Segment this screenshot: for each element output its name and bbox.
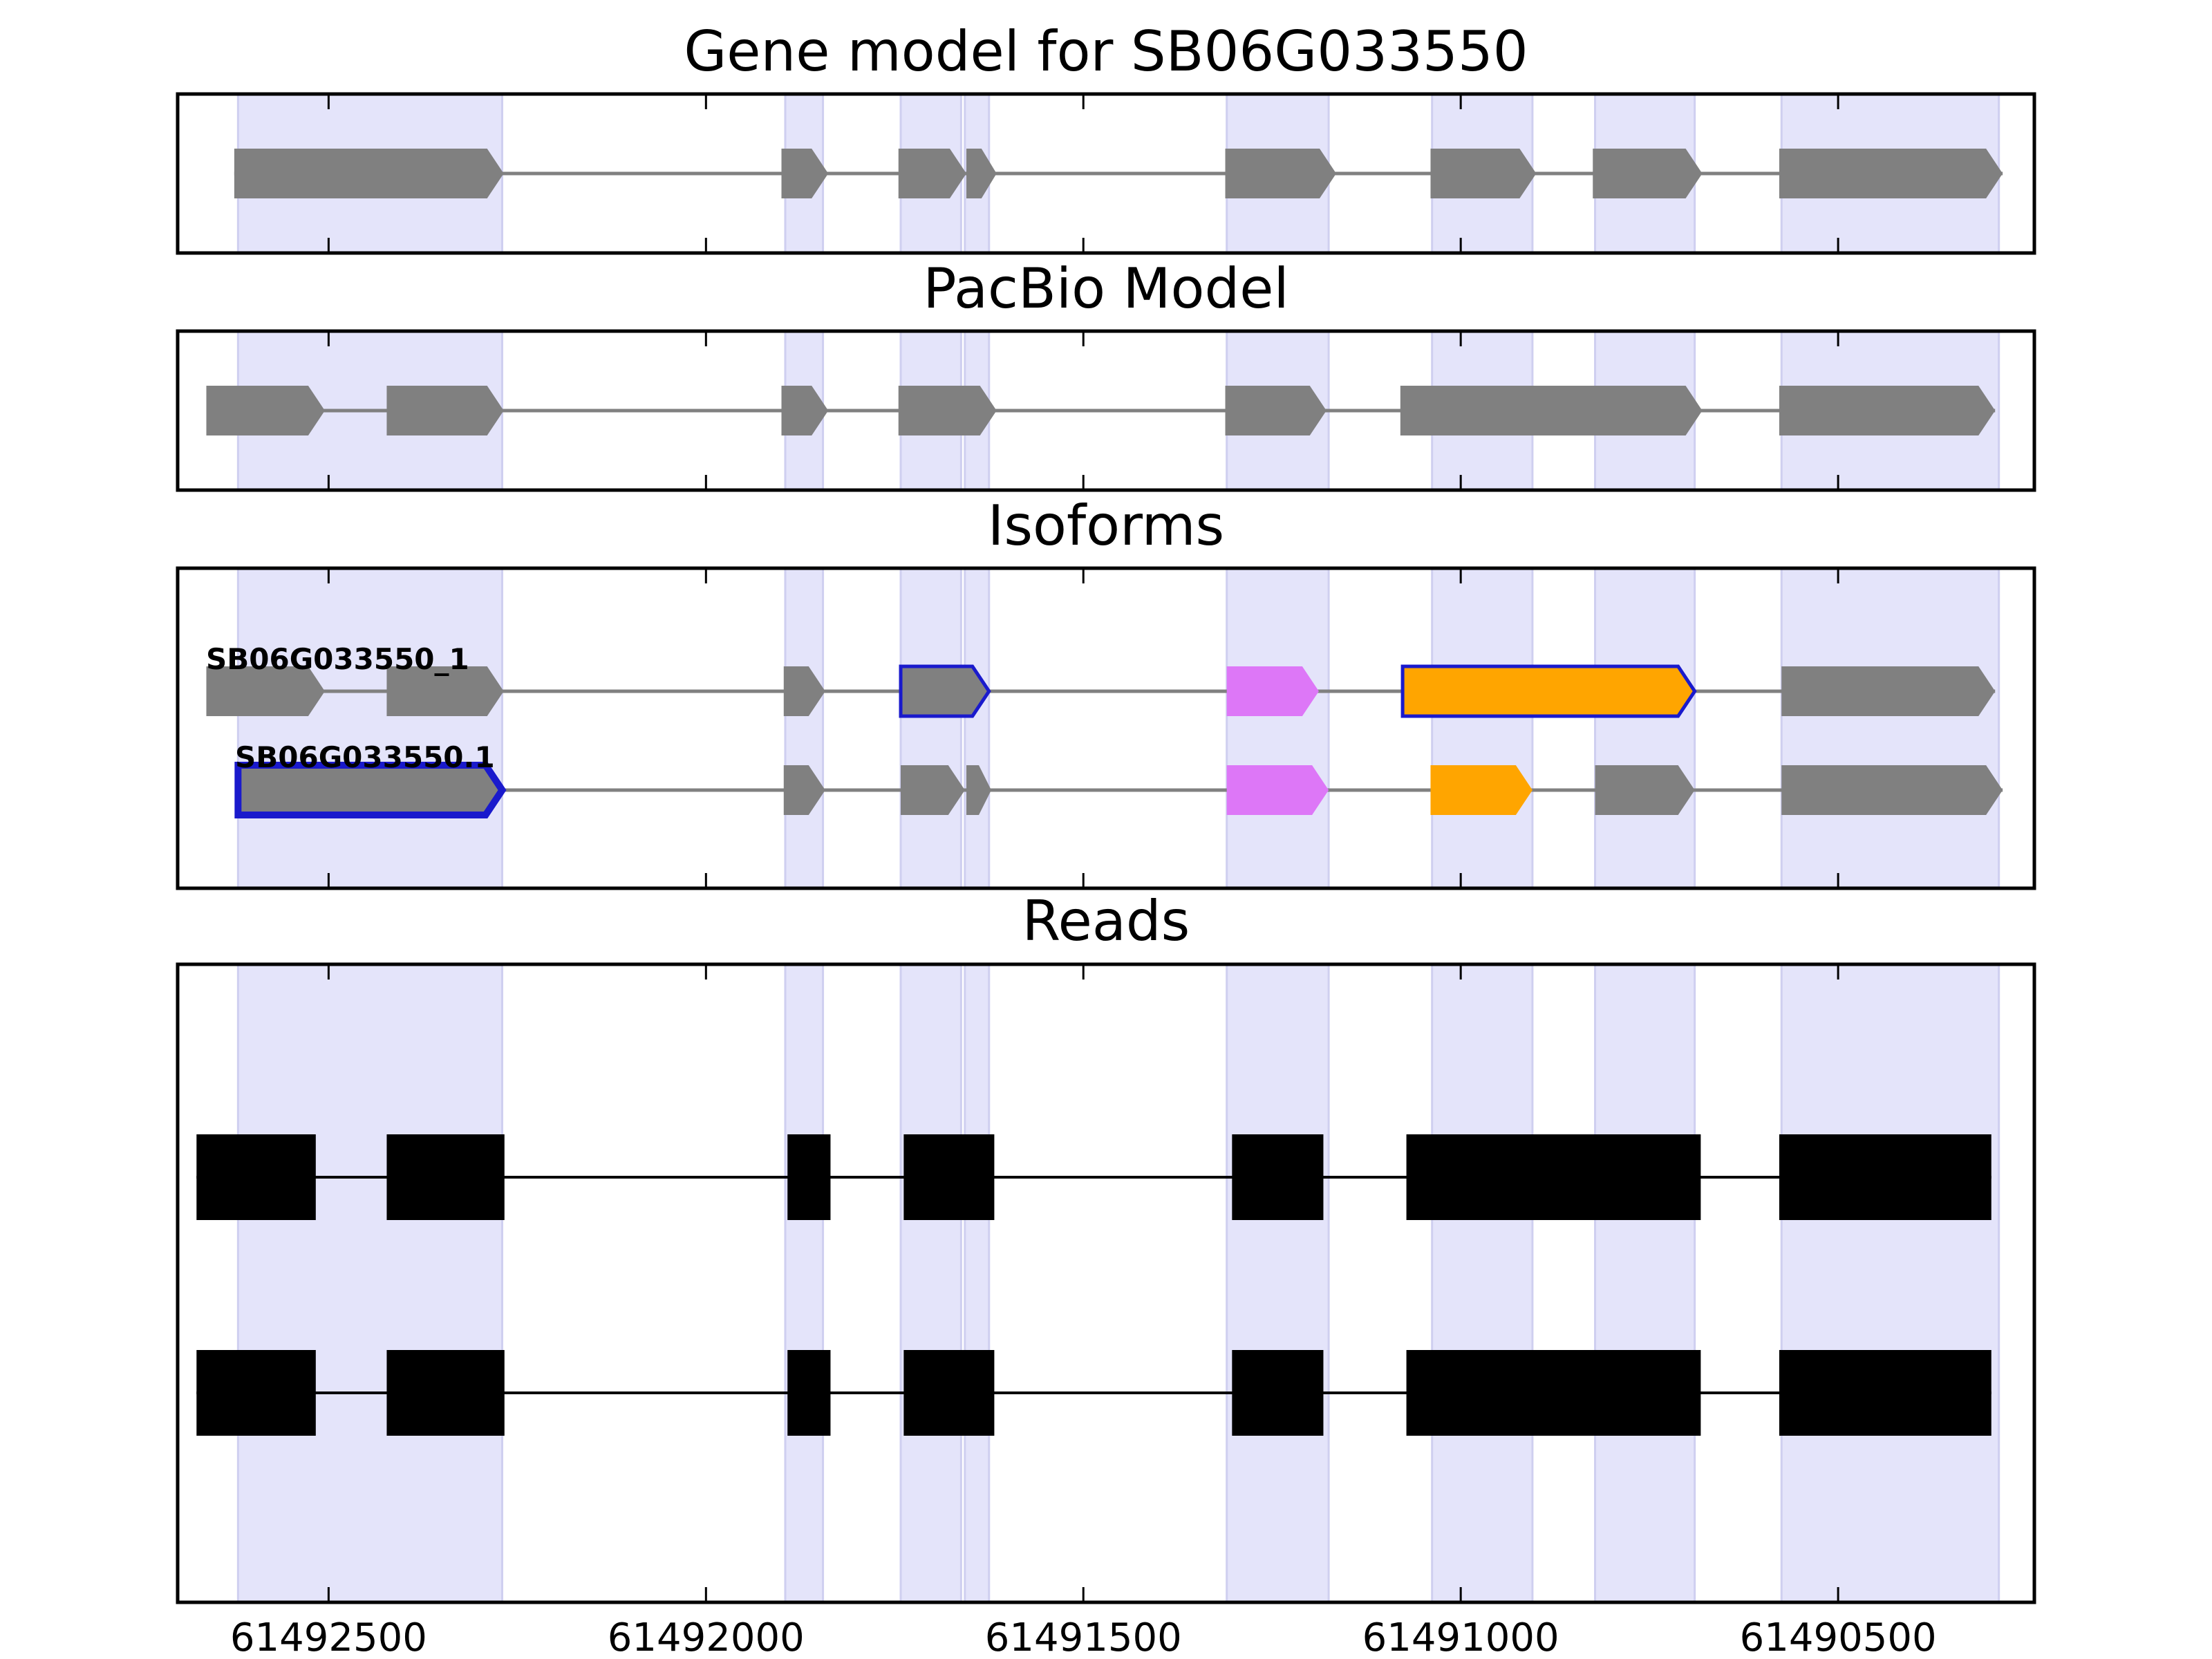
read-block: [903, 1134, 995, 1220]
isoform-label: SB06G033550_1: [206, 642, 469, 676]
highlight-band: [784, 963, 825, 1604]
read-block: [787, 1134, 831, 1220]
exon-arrow: [901, 765, 965, 815]
exon-arrow: [966, 149, 997, 198]
read-block: [1779, 1134, 1991, 1220]
exon-arrow: [1430, 765, 1533, 815]
panel-frame: [176, 566, 2036, 890]
exon-arrow: [1226, 666, 1319, 716]
exon-arrow: [783, 765, 825, 815]
read-block: [386, 1350, 505, 1436]
exon-arrow: [783, 666, 825, 716]
panel-frame: [176, 92, 2036, 255]
pacbio-panel: [176, 329, 2036, 492]
highlight-band: [964, 963, 991, 1604]
x-tick-label: 61491500: [985, 1615, 1182, 1659]
x-tick-label: 61490500: [1740, 1615, 1937, 1659]
exon-arrow: [234, 149, 504, 198]
panel-frame: [176, 329, 2036, 492]
x-tick-label: 61492500: [230, 1615, 427, 1659]
highlight-band: [1226, 963, 1330, 1604]
exon-arrow: [1400, 386, 1703, 435]
read-block: [1406, 1350, 1701, 1436]
exon-arrow: [386, 666, 504, 716]
exon-arrow: [966, 765, 992, 815]
highlight-band: [1594, 567, 1696, 890]
highlight-band: [899, 963, 962, 1604]
exon-arrow: [1225, 149, 1337, 198]
exon-arrow: [206, 386, 325, 435]
highlight-band: [1431, 963, 1534, 1604]
isoforms-panel: SB06G033550_1 SB06G033550.1: [176, 566, 2036, 890]
highlight-band: [1594, 963, 1696, 1604]
plot-layer: SB06G033550_1 SB06G033550.1 61492500 614920…: [176, 92, 2036, 1659]
highlight-band: [784, 567, 825, 890]
exon-arrow: [781, 386, 829, 435]
exon-arrow: [1779, 386, 1996, 435]
read-block: [1232, 1134, 1324, 1220]
exon-arrow: [1400, 664, 1697, 718]
exon-arrow: [386, 386, 504, 435]
pacbio-model-title: PacBio Model: [923, 256, 1288, 321]
exon-arrow: [206, 666, 325, 716]
exon-arrow: [234, 762, 507, 818]
x-tick-label: 61492000: [608, 1615, 805, 1659]
reads-panel: [176, 962, 2036, 1604]
read-block: [787, 1350, 831, 1436]
exon-arrow: [1225, 386, 1327, 435]
read: [196, 1134, 1991, 1220]
read-block: [1779, 1350, 1991, 1436]
exon-arrow: [781, 149, 829, 198]
gene-panel: [176, 92, 2036, 255]
read-block: [196, 1134, 316, 1220]
read-block: [903, 1350, 995, 1436]
highlight-band: [899, 567, 962, 890]
highlight-band: [1780, 963, 2000, 1604]
exon-arrow: [899, 664, 991, 718]
read-block: [1232, 1350, 1324, 1436]
highlight-band: [236, 963, 504, 1604]
read: [196, 1350, 1991, 1436]
read-block: [386, 1134, 505, 1220]
exon-arrow: [1430, 149, 1537, 198]
highlight-band: [236, 567, 504, 890]
gene-model-title: Gene model for SB06G033550: [684, 19, 1528, 84]
highlight-band: [964, 567, 991, 890]
exon-arrow: [1593, 149, 1703, 198]
exon-arrow: [1226, 765, 1329, 815]
exon-arrow: [898, 149, 967, 198]
highlight-band: [1431, 567, 1534, 890]
exon-arrow: [1781, 765, 2003, 815]
exon-arrow: [1595, 765, 1695, 815]
exon-arrow: [1781, 666, 1996, 716]
read-block: [196, 1350, 316, 1436]
x-tick-label: 61491000: [1362, 1615, 1559, 1659]
read-block: [1406, 1134, 1701, 1220]
exon-arrow: [1779, 149, 2003, 198]
exon-arrow: [898, 386, 997, 435]
panel-frame: [176, 962, 2036, 1604]
isoforms-title: Isoforms: [988, 494, 1224, 558]
highlight-band: [1226, 567, 1330, 890]
reads-title: Reads: [1022, 889, 1190, 953]
isoform-label: SB06G033550.1: [235, 740, 495, 774]
highlight-band: [1780, 567, 2000, 890]
